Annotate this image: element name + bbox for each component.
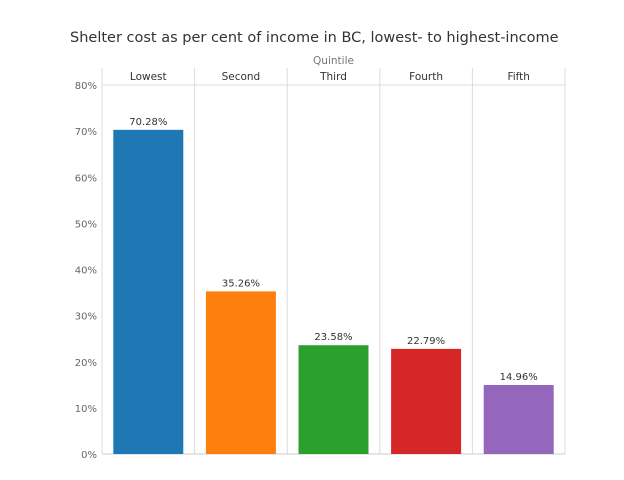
bar xyxy=(113,129,184,454)
chart-title: Shelter cost as per cent of income in BC… xyxy=(70,30,559,46)
category-label: Third xyxy=(319,71,347,83)
bar xyxy=(298,345,369,454)
category-label: Second xyxy=(222,71,261,83)
category-label: Lowest xyxy=(130,71,167,83)
y-tick-label: 10% xyxy=(75,404,97,415)
bar xyxy=(391,348,462,454)
bar xyxy=(483,384,554,454)
bar xyxy=(205,291,276,454)
data-label: 23.58% xyxy=(314,332,352,343)
y-tick-label: 30% xyxy=(75,312,97,323)
y-tick-label: 0% xyxy=(81,450,97,461)
data-label: 70.28% xyxy=(129,117,167,128)
y-tick-label: 80% xyxy=(75,81,97,92)
category-label: Fourth xyxy=(409,71,443,83)
y-tick-label: 20% xyxy=(75,358,97,369)
y-tick-label: 70% xyxy=(75,127,97,138)
y-tick-label: 50% xyxy=(75,219,97,230)
data-label: 14.96% xyxy=(500,372,538,383)
y-tick-label: 40% xyxy=(75,266,97,277)
data-label: 22.79% xyxy=(407,336,445,347)
data-label: 35.26% xyxy=(222,278,260,289)
column-axis-title: Quintile xyxy=(313,55,354,67)
y-tick-label: 60% xyxy=(75,173,97,184)
category-label: Fifth xyxy=(507,71,529,83)
